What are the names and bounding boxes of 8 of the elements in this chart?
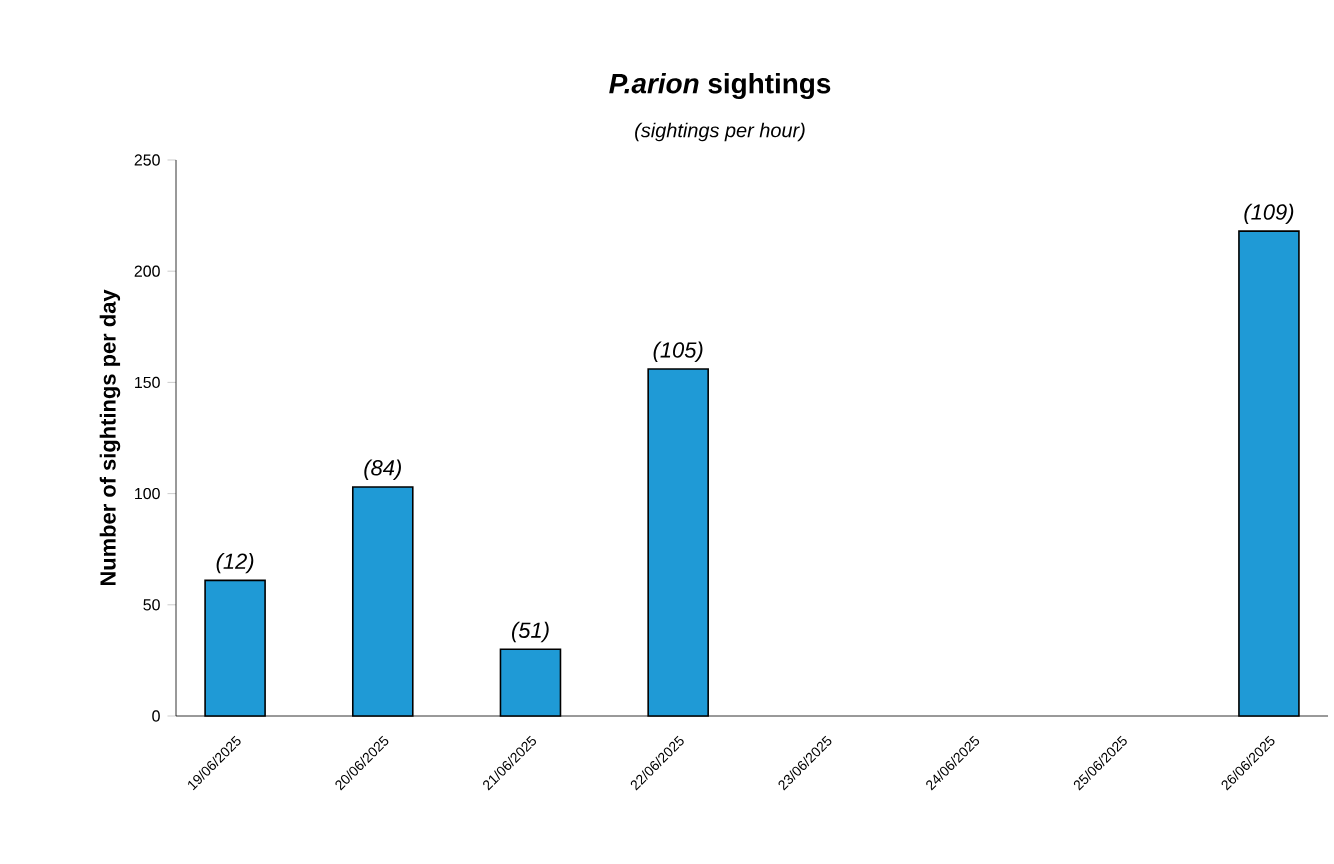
chart-subtitle: (sightings per hour)	[635, 122, 805, 142]
annotation: (51)	[512, 621, 549, 643]
annotation: (109)	[1244, 203, 1294, 225]
y-axis-title: Number of sightings per day	[99, 289, 121, 586]
chart-title: P.arion sightings	[609, 72, 831, 100]
annotation: (12)	[216, 552, 254, 574]
annotation: (84)	[364, 459, 401, 480]
annotation: (105)	[653, 341, 703, 363]
